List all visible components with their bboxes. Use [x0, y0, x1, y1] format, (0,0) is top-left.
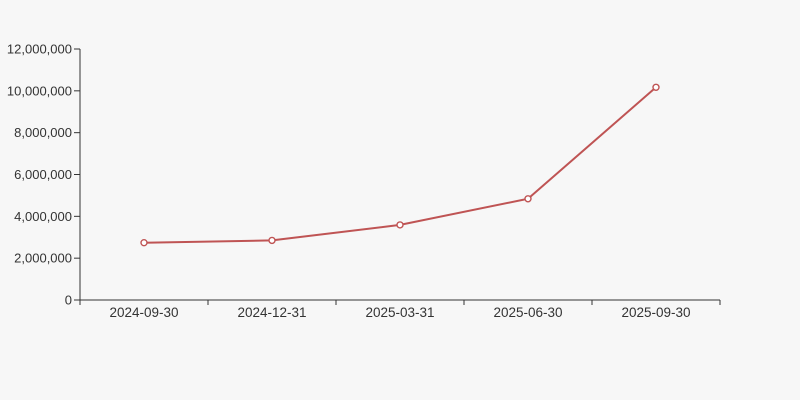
x-axis-tick-label: 2024-09-30 — [109, 305, 178, 320]
x-axis-tick-label: 2025-03-31 — [365, 305, 434, 320]
y-axis-tick-label: 2,000,000 — [14, 251, 72, 266]
data-point-marker — [268, 236, 276, 245]
data-point-marker — [140, 238, 148, 247]
data-point-marker — [652, 83, 660, 91]
data-point-marker — [524, 195, 532, 203]
x-axis-tick-label: 2024-12-31 — [237, 305, 306, 320]
y-axis-tick-label: 8,000,000 — [14, 125, 72, 140]
y-axis-tick-label: 0 — [65, 293, 72, 308]
y-axis-tick-label: 10,000,000 — [7, 83, 72, 98]
y-axis-tick-label: 12,000,000 — [7, 42, 72, 57]
x-axis-tick-label: 2025-06-30 — [493, 305, 562, 320]
y-axis-tick-label: 4,000,000 — [14, 209, 72, 224]
x-axis-tick-label: 2025-09-30 — [621, 305, 690, 320]
y-axis-tick-label: 6,000,000 — [14, 167, 72, 182]
data-point-marker — [396, 221, 404, 229]
